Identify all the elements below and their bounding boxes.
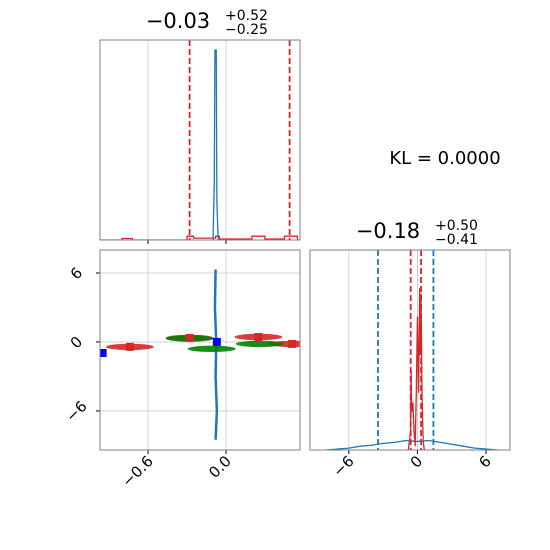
panel-title: −0.03 <box>146 9 210 33</box>
frame <box>99 39 301 241</box>
y-tick-label: −6 <box>62 397 90 425</box>
x-tick-label: 6 <box>475 452 494 471</box>
upper: +0.52 <box>225 8 268 24</box>
x-tick-label: 0.0 <box>205 452 235 482</box>
marker <box>288 339 297 348</box>
series-line <box>213 269 219 440</box>
series-line <box>212 49 219 240</box>
series-line <box>325 439 498 450</box>
lower: −0.25 <box>225 22 268 38</box>
contour <box>235 340 284 348</box>
y-tick-label: 6 <box>67 264 86 283</box>
frame <box>99 249 301 451</box>
x-tick-label: 0 <box>407 452 426 471</box>
x-tick-label: −6 <box>329 452 357 480</box>
plot-area <box>325 250 498 450</box>
marker <box>254 333 263 342</box>
median: −0.03 <box>146 9 210 33</box>
series-line <box>100 235 300 240</box>
panel-title: −0.18 <box>356 219 420 243</box>
marker <box>100 348 107 357</box>
plot-area <box>100 40 300 240</box>
marker <box>212 337 221 346</box>
y-tick-label: 0 <box>67 333 86 352</box>
lower: −0.41 <box>435 232 478 248</box>
plot-area <box>100 269 300 440</box>
frame <box>309 249 511 451</box>
x-tick-label: −0.6 <box>118 452 156 490</box>
upper: +0.50 <box>435 218 478 234</box>
marker <box>125 342 134 351</box>
marker <box>185 333 194 342</box>
median: −0.18 <box>356 219 420 243</box>
contour <box>187 345 236 353</box>
kl-annotation: KL = 0.0000 <box>389 148 500 169</box>
